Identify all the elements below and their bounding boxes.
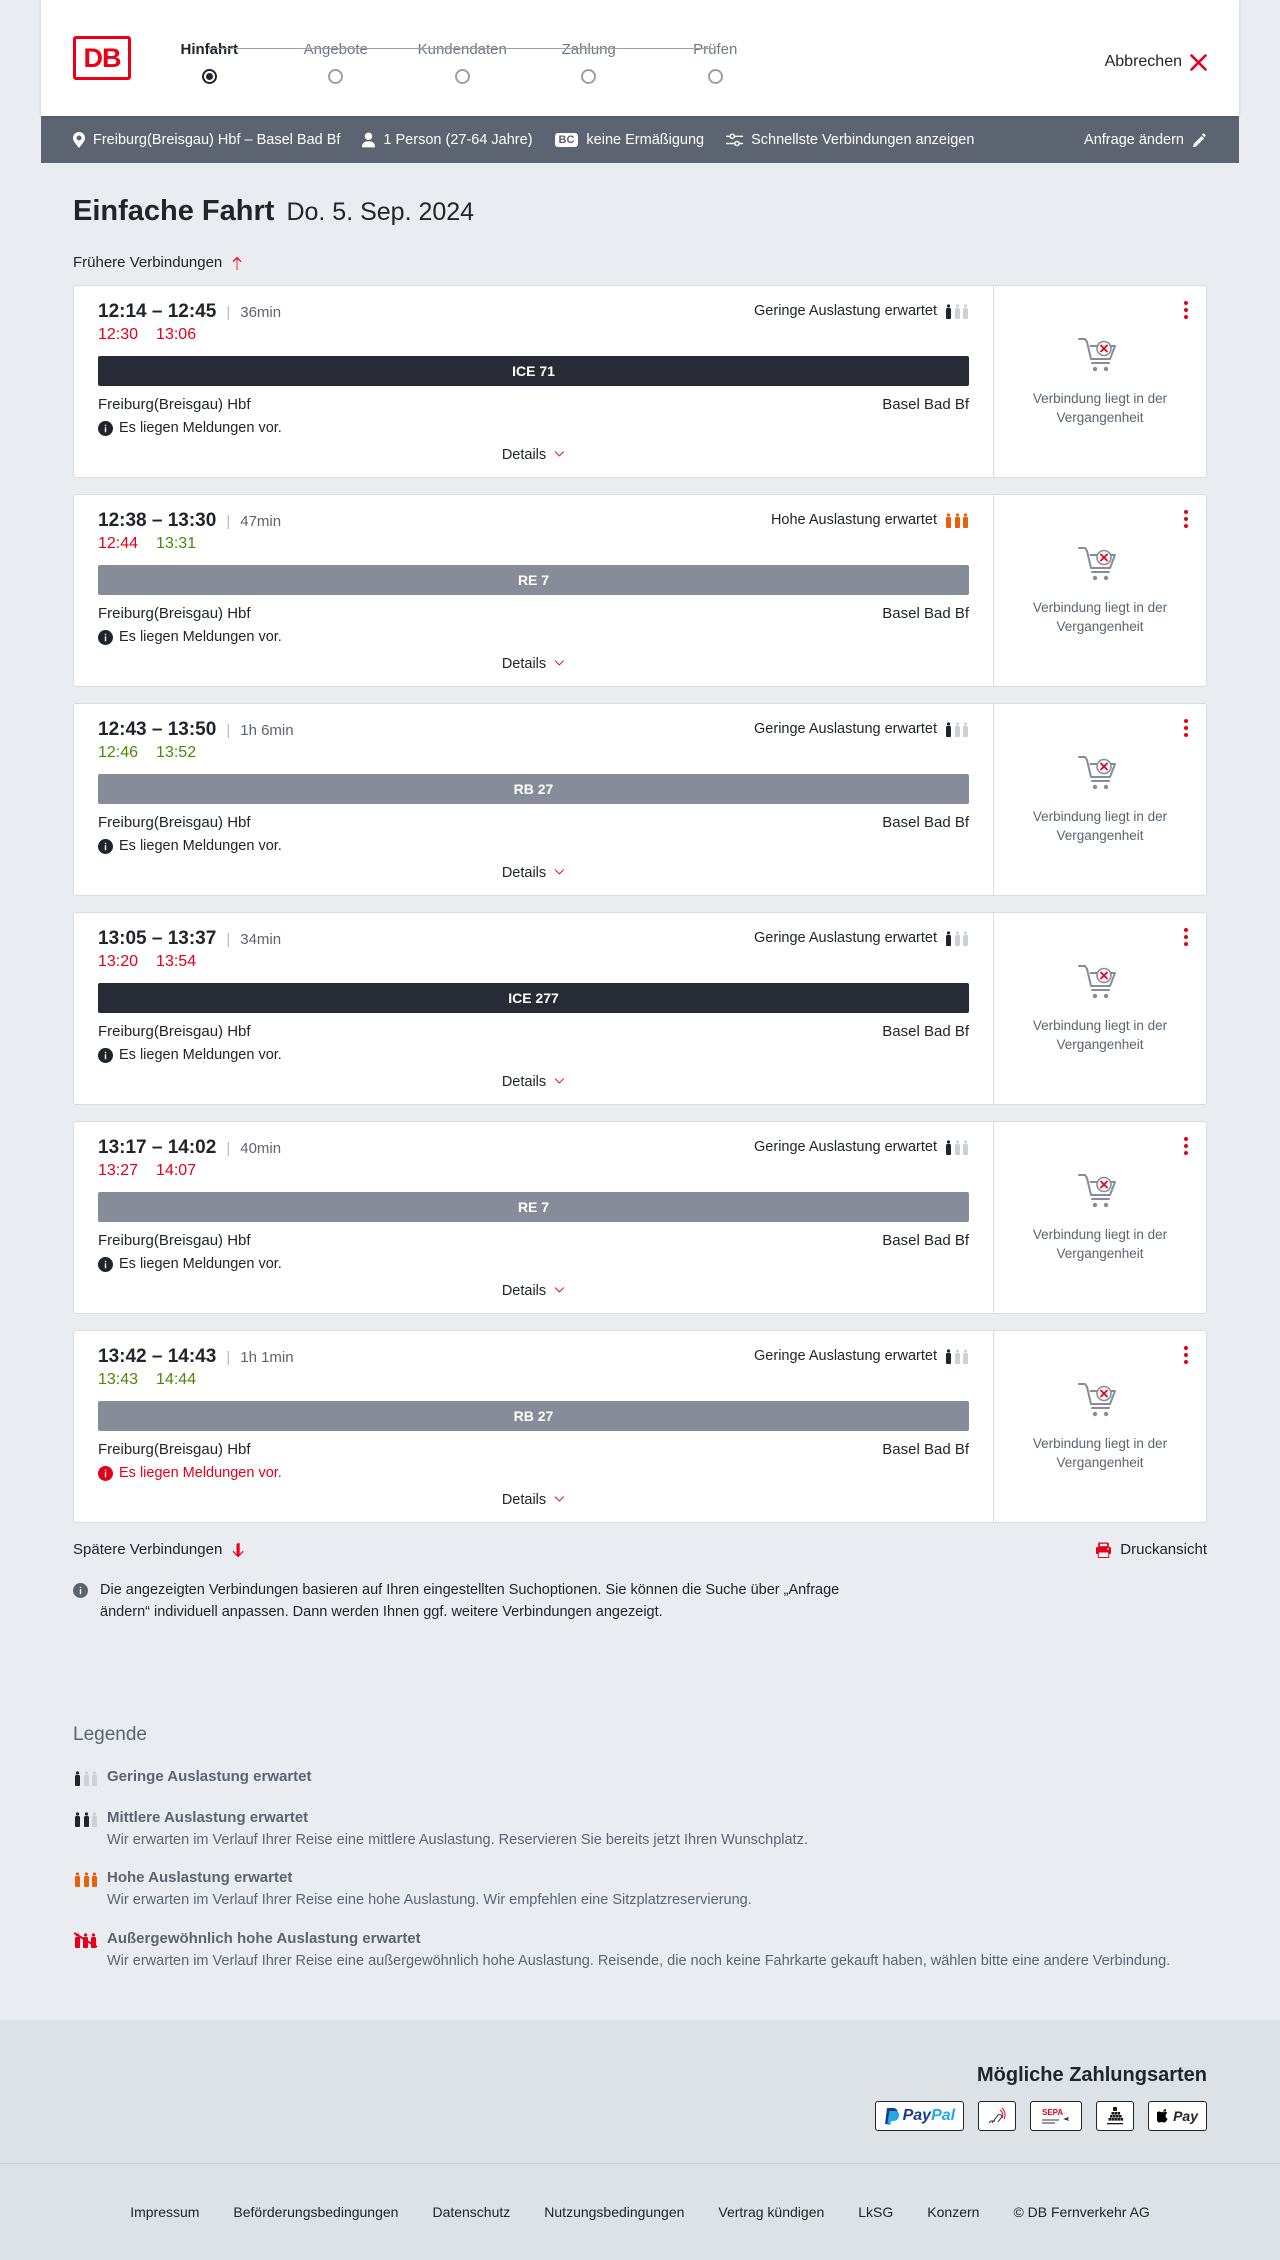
svg-text:SEPA: SEPA xyxy=(1042,2108,1063,2117)
